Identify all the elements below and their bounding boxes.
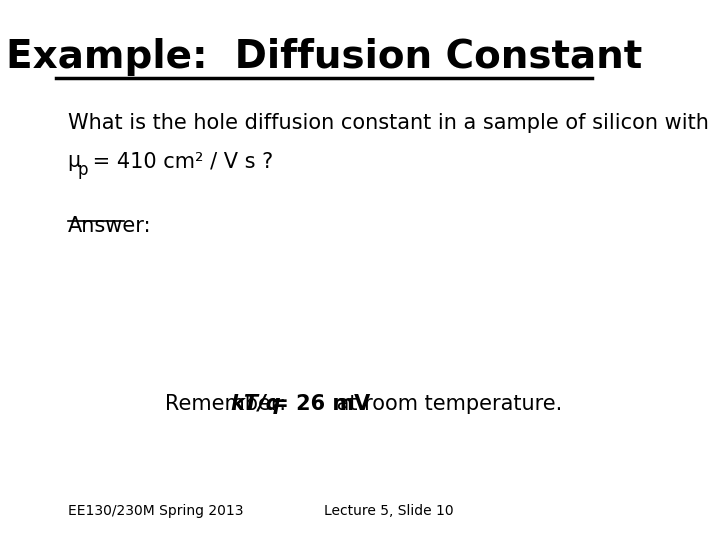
Text: EE130/230M Spring 2013: EE130/230M Spring 2013 xyxy=(68,504,243,518)
Text: = 26 mV: = 26 mV xyxy=(264,394,371,414)
Text: kT/q: kT/q xyxy=(230,394,281,414)
Text: Lecture 5, Slide 10: Lecture 5, Slide 10 xyxy=(324,504,454,518)
Text: = 410 cm² / V s ?: = 410 cm² / V s ? xyxy=(86,151,274,171)
Text: What is the hole diffusion constant in a sample of silicon with: What is the hole diffusion constant in a… xyxy=(68,113,708,133)
Text: p: p xyxy=(78,161,89,179)
Text: Remember:: Remember: xyxy=(165,394,299,414)
Text: at room temperature.: at room temperature. xyxy=(330,394,562,414)
Text: μ: μ xyxy=(68,151,81,171)
Text: Example:  Diffusion Constant: Example: Diffusion Constant xyxy=(6,38,642,76)
Text: Answer:: Answer: xyxy=(68,216,151,236)
